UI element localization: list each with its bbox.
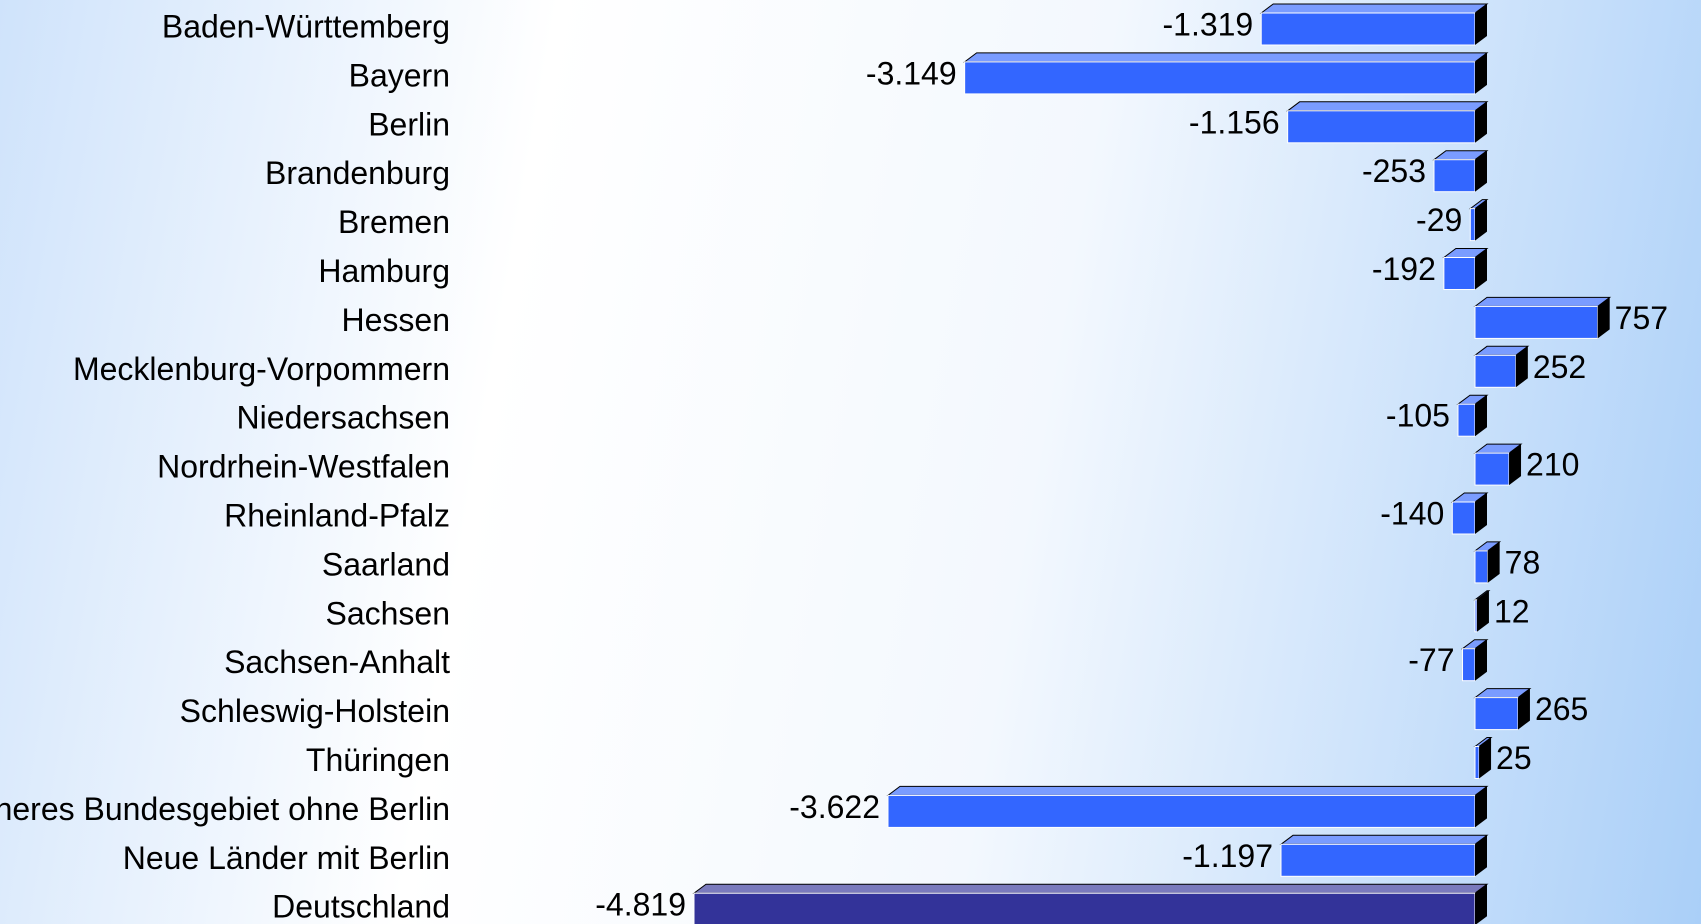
category-label: Sachsen — [325, 595, 450, 631]
bar — [1469, 208, 1476, 242]
value-label: 210 — [1526, 447, 1579, 483]
category-label: Rheinland-Pfalz — [224, 497, 450, 533]
value-label: 265 — [1535, 691, 1588, 727]
bar-side — [1475, 150, 1487, 192]
bar-side — [1475, 786, 1487, 828]
bar — [1474, 550, 1489, 584]
bar — [1260, 12, 1476, 46]
value-label: -3.149 — [866, 55, 957, 91]
bar — [887, 794, 1476, 828]
bar-side — [1475, 835, 1487, 877]
category-label: Sachsen-Anhalt — [224, 644, 450, 680]
bar-side — [1475, 639, 1487, 681]
bar-side — [1479, 737, 1492, 779]
bar-side — [1475, 493, 1487, 534]
bar-side — [1475, 101, 1487, 143]
bar-side — [1487, 541, 1500, 583]
value-label: 78 — [1505, 544, 1541, 580]
bar-side — [1475, 52, 1487, 94]
bar-top — [963, 52, 1489, 63]
category-label: Schleswig-Holstein — [180, 693, 450, 729]
category-label: Baden-Württemberg — [162, 8, 450, 44]
bar-side — [1476, 590, 1489, 632]
bar-top — [886, 785, 1489, 796]
category-label: Brandenburg — [265, 155, 450, 191]
bar — [1474, 746, 1480, 779]
bar — [1462, 648, 1476, 682]
value-label: -140 — [1380, 495, 1444, 531]
category-label: Nordrhein-Westfalen — [157, 449, 450, 485]
category-label: Thüringen — [306, 742, 450, 778]
bar — [964, 61, 1476, 95]
category-label: Neue Länder mit Berlin — [123, 840, 450, 876]
value-label: -1.156 — [1189, 104, 1280, 140]
bar — [1457, 403, 1476, 437]
bar — [1474, 354, 1517, 388]
value-label: -77 — [1408, 642, 1454, 678]
category-label: Bremen — [338, 204, 450, 240]
bar — [1433, 159, 1476, 193]
bar — [1287, 110, 1476, 144]
bar — [1474, 305, 1599, 339]
value-label: -253 — [1362, 153, 1426, 189]
category-label: Mecklenburg-Vorpommern — [73, 351, 450, 387]
bar-side — [1475, 199, 1487, 241]
bar-side — [1475, 884, 1487, 924]
bar-side — [1597, 297, 1610, 339]
value-label: 757 — [1615, 300, 1668, 336]
bar-top — [1473, 296, 1612, 307]
value-label: -192 — [1372, 251, 1436, 287]
value-label: 12 — [1494, 593, 1530, 629]
bar-side — [1517, 688, 1530, 730]
bar-side — [1509, 444, 1522, 486]
bar — [1474, 452, 1510, 486]
category-label: Früheres Bundesgebiet ohne Berlin — [0, 791, 450, 827]
category-label: Hessen — [342, 302, 451, 338]
category-label: Deutschland — [272, 889, 450, 924]
bar-side — [1475, 4, 1487, 45]
category-label: Bayern — [349, 57, 450, 93]
bar-side — [1475, 248, 1487, 290]
value-label: -1.197 — [1182, 838, 1273, 874]
bar — [1443, 257, 1476, 290]
bar — [1474, 697, 1519, 731]
value-label: 252 — [1533, 349, 1586, 385]
bar-side — [1475, 395, 1487, 437]
bar — [1451, 501, 1476, 535]
category-label: Niedersachsen — [237, 400, 450, 436]
value-label: -4.819 — [595, 887, 686, 923]
bar — [693, 892, 1476, 924]
value-label: -29 — [1416, 202, 1462, 238]
bar-side — [1515, 346, 1528, 388]
value-label: 25 — [1496, 740, 1532, 776]
value-label: -1.319 — [1162, 6, 1253, 42]
bar-top — [692, 883, 1489, 894]
category-label: Hamburg — [318, 253, 450, 289]
bar-top — [1259, 3, 1489, 14]
bar — [1474, 599, 1478, 633]
bar-top — [1286, 101, 1489, 112]
bar-top — [1279, 834, 1489, 845]
value-label: -105 — [1386, 398, 1450, 434]
category-label: Saarland — [322, 546, 450, 582]
value-label: -3.622 — [789, 789, 880, 825]
bar — [1280, 843, 1476, 877]
category-label: Berlin — [368, 106, 450, 142]
